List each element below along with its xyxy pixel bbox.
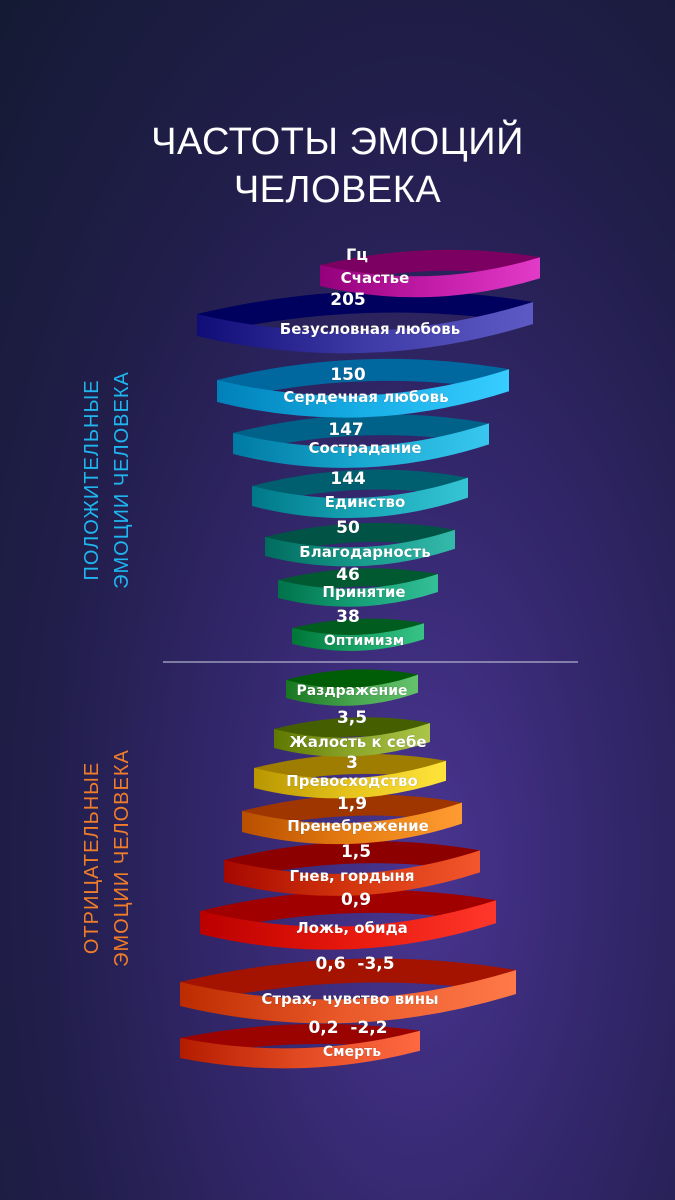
title-line-2: ЧЕЛОВЕКА [233, 169, 442, 211]
negative-frequency-value: 3 [346, 753, 358, 773]
positive-band [278, 574, 438, 607]
positive-side-line-1: ПОЛОЖИТЕЛЬНЫЕ [81, 379, 103, 580]
positive-frequency-value: 38 [336, 607, 360, 627]
positive-band-back [252, 469, 468, 506]
negative-side-line-1: ОТРИЦАТЕЛЬНЫЕ [81, 762, 103, 954]
negative-frequency-value: 0,9 [341, 890, 371, 910]
positive-band-back [320, 249, 540, 286]
positive-band [265, 529, 455, 567]
negative-emotion-label: Смерть [323, 1044, 381, 1060]
negative-emotion-label: Жалость к себе [289, 733, 426, 751]
positive-emotion-label: Единство [325, 493, 406, 511]
negative-band [180, 970, 516, 1024]
positive-band-back [265, 522, 455, 556]
negative-band-back [200, 889, 496, 934]
negative-band-back [254, 753, 446, 788]
spiral-bands-front [180, 257, 540, 1069]
negative-band-back [180, 958, 516, 1006]
negative-emotion-label: Пренебрежение [287, 817, 429, 835]
negative-band [274, 723, 430, 757]
positive-side-caption: ПОЛОЖИТЕЛЬНЫЕ ЭМОЦИИ ЧЕЛОВЕКА [81, 371, 133, 589]
negative-band [200, 900, 496, 950]
negative-frequency-value: 1,9 [337, 794, 367, 814]
positive-emotion-label: Оптимизм [324, 633, 404, 649]
positive-band-back [278, 568, 438, 598]
negative-band-back [242, 794, 462, 832]
positive-band-back [233, 414, 489, 454]
positive-emotion-label: Принятие [322, 583, 405, 601]
positive-band-back [217, 358, 509, 402]
positive-band [252, 477, 468, 519]
negative-band [224, 850, 480, 896]
positive-frequency-value: 147 [328, 420, 364, 440]
negative-emotion-label: Превосходство [286, 772, 418, 790]
negative-band [180, 1030, 420, 1069]
positive-frequency-value: 144 [330, 469, 366, 489]
positive-frequency-value: 150 [330, 365, 366, 385]
positive-emotion-label: Сострадание [308, 439, 421, 457]
negative-emotion-label: Раздражение [296, 683, 407, 699]
negative-frequency-value: 1,5 [341, 842, 371, 862]
negative-side-caption: ОТРИЦАТЕЛЬНЫЕ ЭМОЦИИ ЧЕЛОВЕКА [81, 749, 133, 967]
negative-band-back [274, 717, 430, 748]
negative-band [242, 802, 462, 845]
positive-emotion-label: Сердечная любовь [283, 388, 448, 406]
negative-frequency-value: 3,5 [337, 708, 367, 728]
positive-band [320, 257, 540, 298]
positive-band-back [197, 290, 533, 336]
unit-label: Гц [346, 245, 368, 264]
positive-frequency-value: 205 [330, 290, 366, 310]
positive-band [233, 423, 489, 468]
positive-band [292, 623, 424, 651]
positive-emotion-label: Счастье [341, 269, 410, 287]
negative-band-back [224, 841, 480, 882]
negative-emotion-label: Ложь, обида [296, 919, 408, 937]
spiral-labels: Счастье 205 Безусловная любовь 150 Сердечная… [261, 269, 460, 1061]
negative-side-line-2: ЭМОЦИИ ЧЕЛОВЕКА [111, 749, 133, 967]
negative-band [286, 674, 418, 706]
positive-frequency-value: 46 [336, 565, 360, 585]
title-line-1: ЧАСТОТЫ ЭМОЦИЙ [151, 121, 524, 163]
positive-emotion-label: Безусловная любовь [280, 320, 460, 338]
negative-emotion-label: Гнев, гордыня [289, 867, 414, 885]
positive-band [197, 302, 533, 354]
positive-emotion-label: Благодарность [299, 543, 430, 561]
positive-band [217, 369, 509, 418]
page-title: ЧАСТОТЫ ЭМОЦИЙ ЧЕЛОВЕКА [0, 118, 675, 214]
positive-side-line-2: ЭМОЦИИ ЧЕЛОВЕКА [111, 371, 133, 589]
negative-frequency-value: 0,2 -2,2 [308, 1018, 387, 1038]
positive-frequency-value: 50 [336, 518, 360, 538]
negative-band [254, 760, 446, 799]
negative-emotion-label: Страх, чувство вины [261, 990, 438, 1008]
negative-band-back [180, 1023, 420, 1058]
negative-frequency-value: 0,6 -3,5 [315, 954, 394, 974]
